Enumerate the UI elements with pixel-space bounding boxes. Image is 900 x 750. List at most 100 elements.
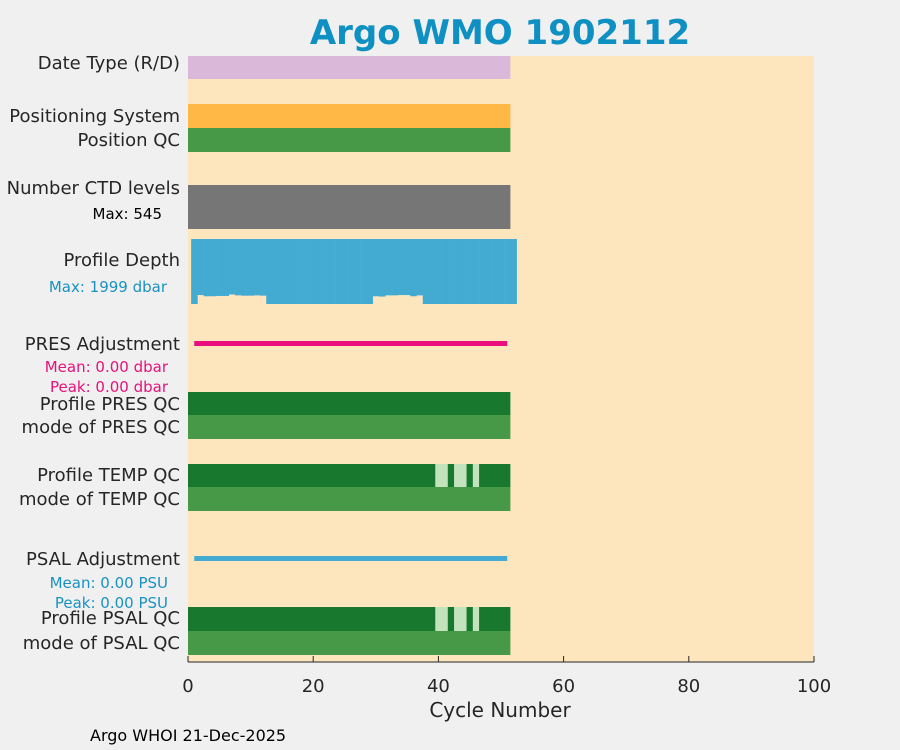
profile-temp-qc-flag-segment-2 xyxy=(454,464,467,487)
depth-bar-cycle-46 xyxy=(472,239,480,304)
depth-bar-cycle-48 xyxy=(485,239,492,304)
depth-bar-cycle-25 xyxy=(341,239,348,304)
depth-bar-cycle-3 xyxy=(203,239,211,297)
depth-bar-cycle-12 xyxy=(259,239,267,296)
depth-bar-cycle-42 xyxy=(447,239,455,304)
row-label-mode-temp-qc: mode of TEMP QC xyxy=(19,489,180,510)
depth-bar-cycle-6 xyxy=(222,239,229,296)
depth-bar-cycle-38 xyxy=(422,239,430,304)
row-label-profile-depth: Profile Depth xyxy=(63,250,180,271)
depth-bar-cycle-14 xyxy=(272,239,280,304)
pres-adj-bar xyxy=(194,341,508,346)
row-label-date-type: Date Type (R/D) xyxy=(38,53,180,74)
depth-bar-cycle-5 xyxy=(216,239,223,296)
depth-bar-cycle-22 xyxy=(322,239,330,304)
x-tick-label-0: 0 xyxy=(182,676,193,697)
profile-psal-qc-flag-segment-3 xyxy=(472,607,480,631)
depth-bar-cycle-52 xyxy=(510,239,517,304)
depth-bar-cycle-28 xyxy=(360,239,367,304)
x-tick-label-60: 60 xyxy=(552,676,575,697)
depth-bar-cycle-31 xyxy=(378,239,386,297)
depth-bar-cycle-27 xyxy=(353,239,361,304)
row-label-psal-adj: PSAL Adjustment xyxy=(26,549,180,570)
depth-bar-cycle-8 xyxy=(234,239,242,296)
x-tick-label-40: 40 xyxy=(427,676,450,697)
profile-psal-qc-flag-segment-2 xyxy=(454,607,467,631)
depth-bar-cycle-34 xyxy=(397,239,405,296)
depth-bar-cycle-2 xyxy=(197,239,204,296)
x-axis-label: Cycle Number xyxy=(429,698,571,722)
chart-title: Argo WMO 1902112 xyxy=(310,13,690,53)
depth-bar-cycle-51 xyxy=(504,239,511,304)
mode-psal-qc-bar xyxy=(188,631,511,655)
footer-text: Argo WHOI 21-Dec-2025 xyxy=(90,726,286,745)
row-label-profile-pres-qc: Profile PRES QC xyxy=(40,394,180,415)
depth-bar-cycle-45 xyxy=(466,239,474,304)
row-label-profile-temp-qc: Profile TEMP QC xyxy=(37,465,180,486)
depth-bar-cycle-17 xyxy=(291,239,298,304)
date-type-bar xyxy=(188,56,511,79)
row-label-profile-psal-qc: Profile PSAL QC xyxy=(41,608,180,629)
x-tick-label-80: 80 xyxy=(677,676,700,697)
profile-temp-qc-flag-segment-1 xyxy=(435,464,448,487)
ctd-levels-bar xyxy=(188,185,511,229)
depth-bar-cycle-35 xyxy=(403,239,411,296)
note-peak-psal-adj: Peak: 0.00 PSU xyxy=(55,594,168,612)
depth-bar-cycle-16 xyxy=(285,239,292,304)
depth-bar-cycle-24 xyxy=(335,239,342,304)
depth-bar-cycle-9 xyxy=(241,239,248,296)
profile-psal-qc-flag-segment-1 xyxy=(435,607,448,631)
x-tick-label-100: 100 xyxy=(797,676,831,697)
position-qc-bar xyxy=(188,128,511,152)
depth-bar-cycle-21 xyxy=(316,239,323,304)
row-labels-layer: Date Type (R/D) Positioning System Positio… xyxy=(7,53,180,654)
row-label-ctd-levels: Number CTD levels xyxy=(7,178,180,199)
mode-temp-qc-bar xyxy=(188,487,511,511)
depth-bar-cycle-30 xyxy=(372,239,380,297)
positioning-bar xyxy=(188,104,511,128)
note-ctd-levels: Max: 545 xyxy=(93,205,162,223)
depth-bar-cycle-33 xyxy=(391,239,399,296)
depth-bar-cycle-44 xyxy=(460,239,467,304)
depth-bar-cycle-20 xyxy=(310,239,317,304)
depth-bar-cycle-50 xyxy=(497,239,505,304)
row-label-position-qc: Position QC xyxy=(77,130,180,151)
depth-bar-cycle-41 xyxy=(441,239,449,304)
depth-bar-cycle-13 xyxy=(266,239,273,304)
depth-bar-cycle-29 xyxy=(366,239,373,304)
x-tick-label-20: 20 xyxy=(302,676,325,697)
profile-pres-qc-bar xyxy=(188,392,511,415)
depth-bar-cycle-10 xyxy=(247,239,255,296)
depth-bar-cycle-15 xyxy=(278,239,286,304)
depth-bar-cycle-36 xyxy=(410,239,417,297)
depth-bar-cycle-18 xyxy=(297,239,305,304)
row-label-mode-pres-qc: mode of PRES QC xyxy=(22,417,180,438)
depth-bar-cycle-40 xyxy=(435,239,442,304)
depth-bar-cycle-4 xyxy=(209,239,217,297)
depth-bar-cycle-43 xyxy=(454,239,461,304)
profile-temp-qc-bar xyxy=(188,464,511,487)
bars-layer xyxy=(188,56,517,655)
depth-bar-cycle-39 xyxy=(429,239,436,304)
depth-bar-cycle-49 xyxy=(491,239,499,304)
depth-bar-cycle-11 xyxy=(253,239,261,296)
note-peak-pres-adj: Peak: 0.00 dbar xyxy=(50,378,169,396)
mode-pres-qc-bar xyxy=(188,415,511,439)
depth-bar-cycle-1 xyxy=(191,239,198,304)
psal-adj-bar xyxy=(194,556,508,561)
depth-bar-cycle-47 xyxy=(479,239,486,304)
depth-bar-cycle-7 xyxy=(228,239,236,295)
x-ticks-layer: 0 20 40 60 80 100 xyxy=(182,656,831,697)
depth-bar-cycle-19 xyxy=(303,239,311,304)
note-mean-psal-adj: Mean: 0.00 PSU xyxy=(50,574,168,592)
depth-bar-cycle-26 xyxy=(347,239,355,304)
row-label-pres-adj: PRES Adjustment xyxy=(25,334,180,355)
row-label-positioning: Positioning System xyxy=(9,106,180,127)
note-profile-depth: Max: 1999 dbar xyxy=(49,278,168,296)
profile-temp-qc-flag-segment-3 xyxy=(472,464,480,487)
row-label-mode-psal-qc: mode of PSAL QC xyxy=(23,633,180,654)
note-mean-pres-adj: Mean: 0.00 dbar xyxy=(45,358,169,376)
depth-bar-cycle-32 xyxy=(385,239,392,296)
depth-bar-cycle-37 xyxy=(416,239,424,296)
